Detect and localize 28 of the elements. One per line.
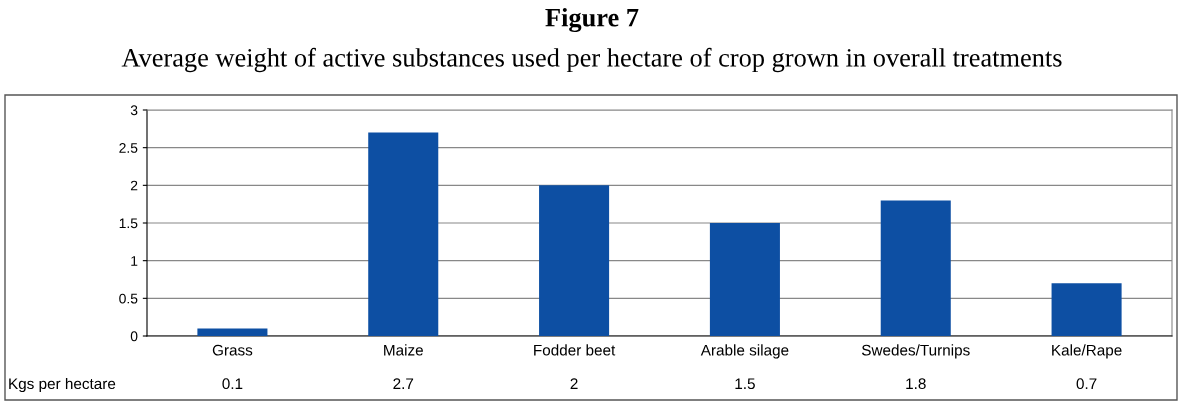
y-tick-label: 2.5 [119, 143, 138, 153]
y-tick-label: 2 [130, 180, 138, 191]
data-label: 1.8 [906, 378, 926, 390]
bar [539, 185, 610, 336]
chart-title: Figure 7 [545, 7, 639, 33]
y-tick-label: 1 [131, 256, 138, 266]
y-tick-label: 0 [130, 331, 138, 342]
data-label: 0.1 [222, 378, 243, 390]
x-tick-label: Kale/Rape [1052, 344, 1122, 359]
bar [368, 132, 439, 336]
chart-subtitle: Average weight of active substances used per hectare of crop grown in overall treatments [121, 47, 1062, 73]
bar [1051, 283, 1122, 336]
y-tick-label: 3 [130, 105, 138, 116]
y-tick-label: 0.5 [119, 293, 138, 304]
x-tick-label: Arable silage [700, 344, 789, 359]
data-label: 2.7 [393, 378, 414, 389]
bar [197, 328, 268, 336]
x-tick-label: Grass [212, 344, 253, 356]
bar [709, 223, 780, 336]
x-tick-label: Maize [384, 344, 423, 356]
bar [880, 200, 951, 336]
data-label: 1.5 [735, 378, 755, 390]
y-tick-label: 1.5 [119, 218, 138, 229]
data-label: 0.7 [1076, 378, 1097, 390]
x-tick-label: Swedes/Turnips [861, 344, 970, 359]
x-tick-label: Fodder beet [534, 344, 616, 356]
data-label: 2 [570, 378, 578, 389]
text: Kgs per hectare [9, 377, 116, 393]
